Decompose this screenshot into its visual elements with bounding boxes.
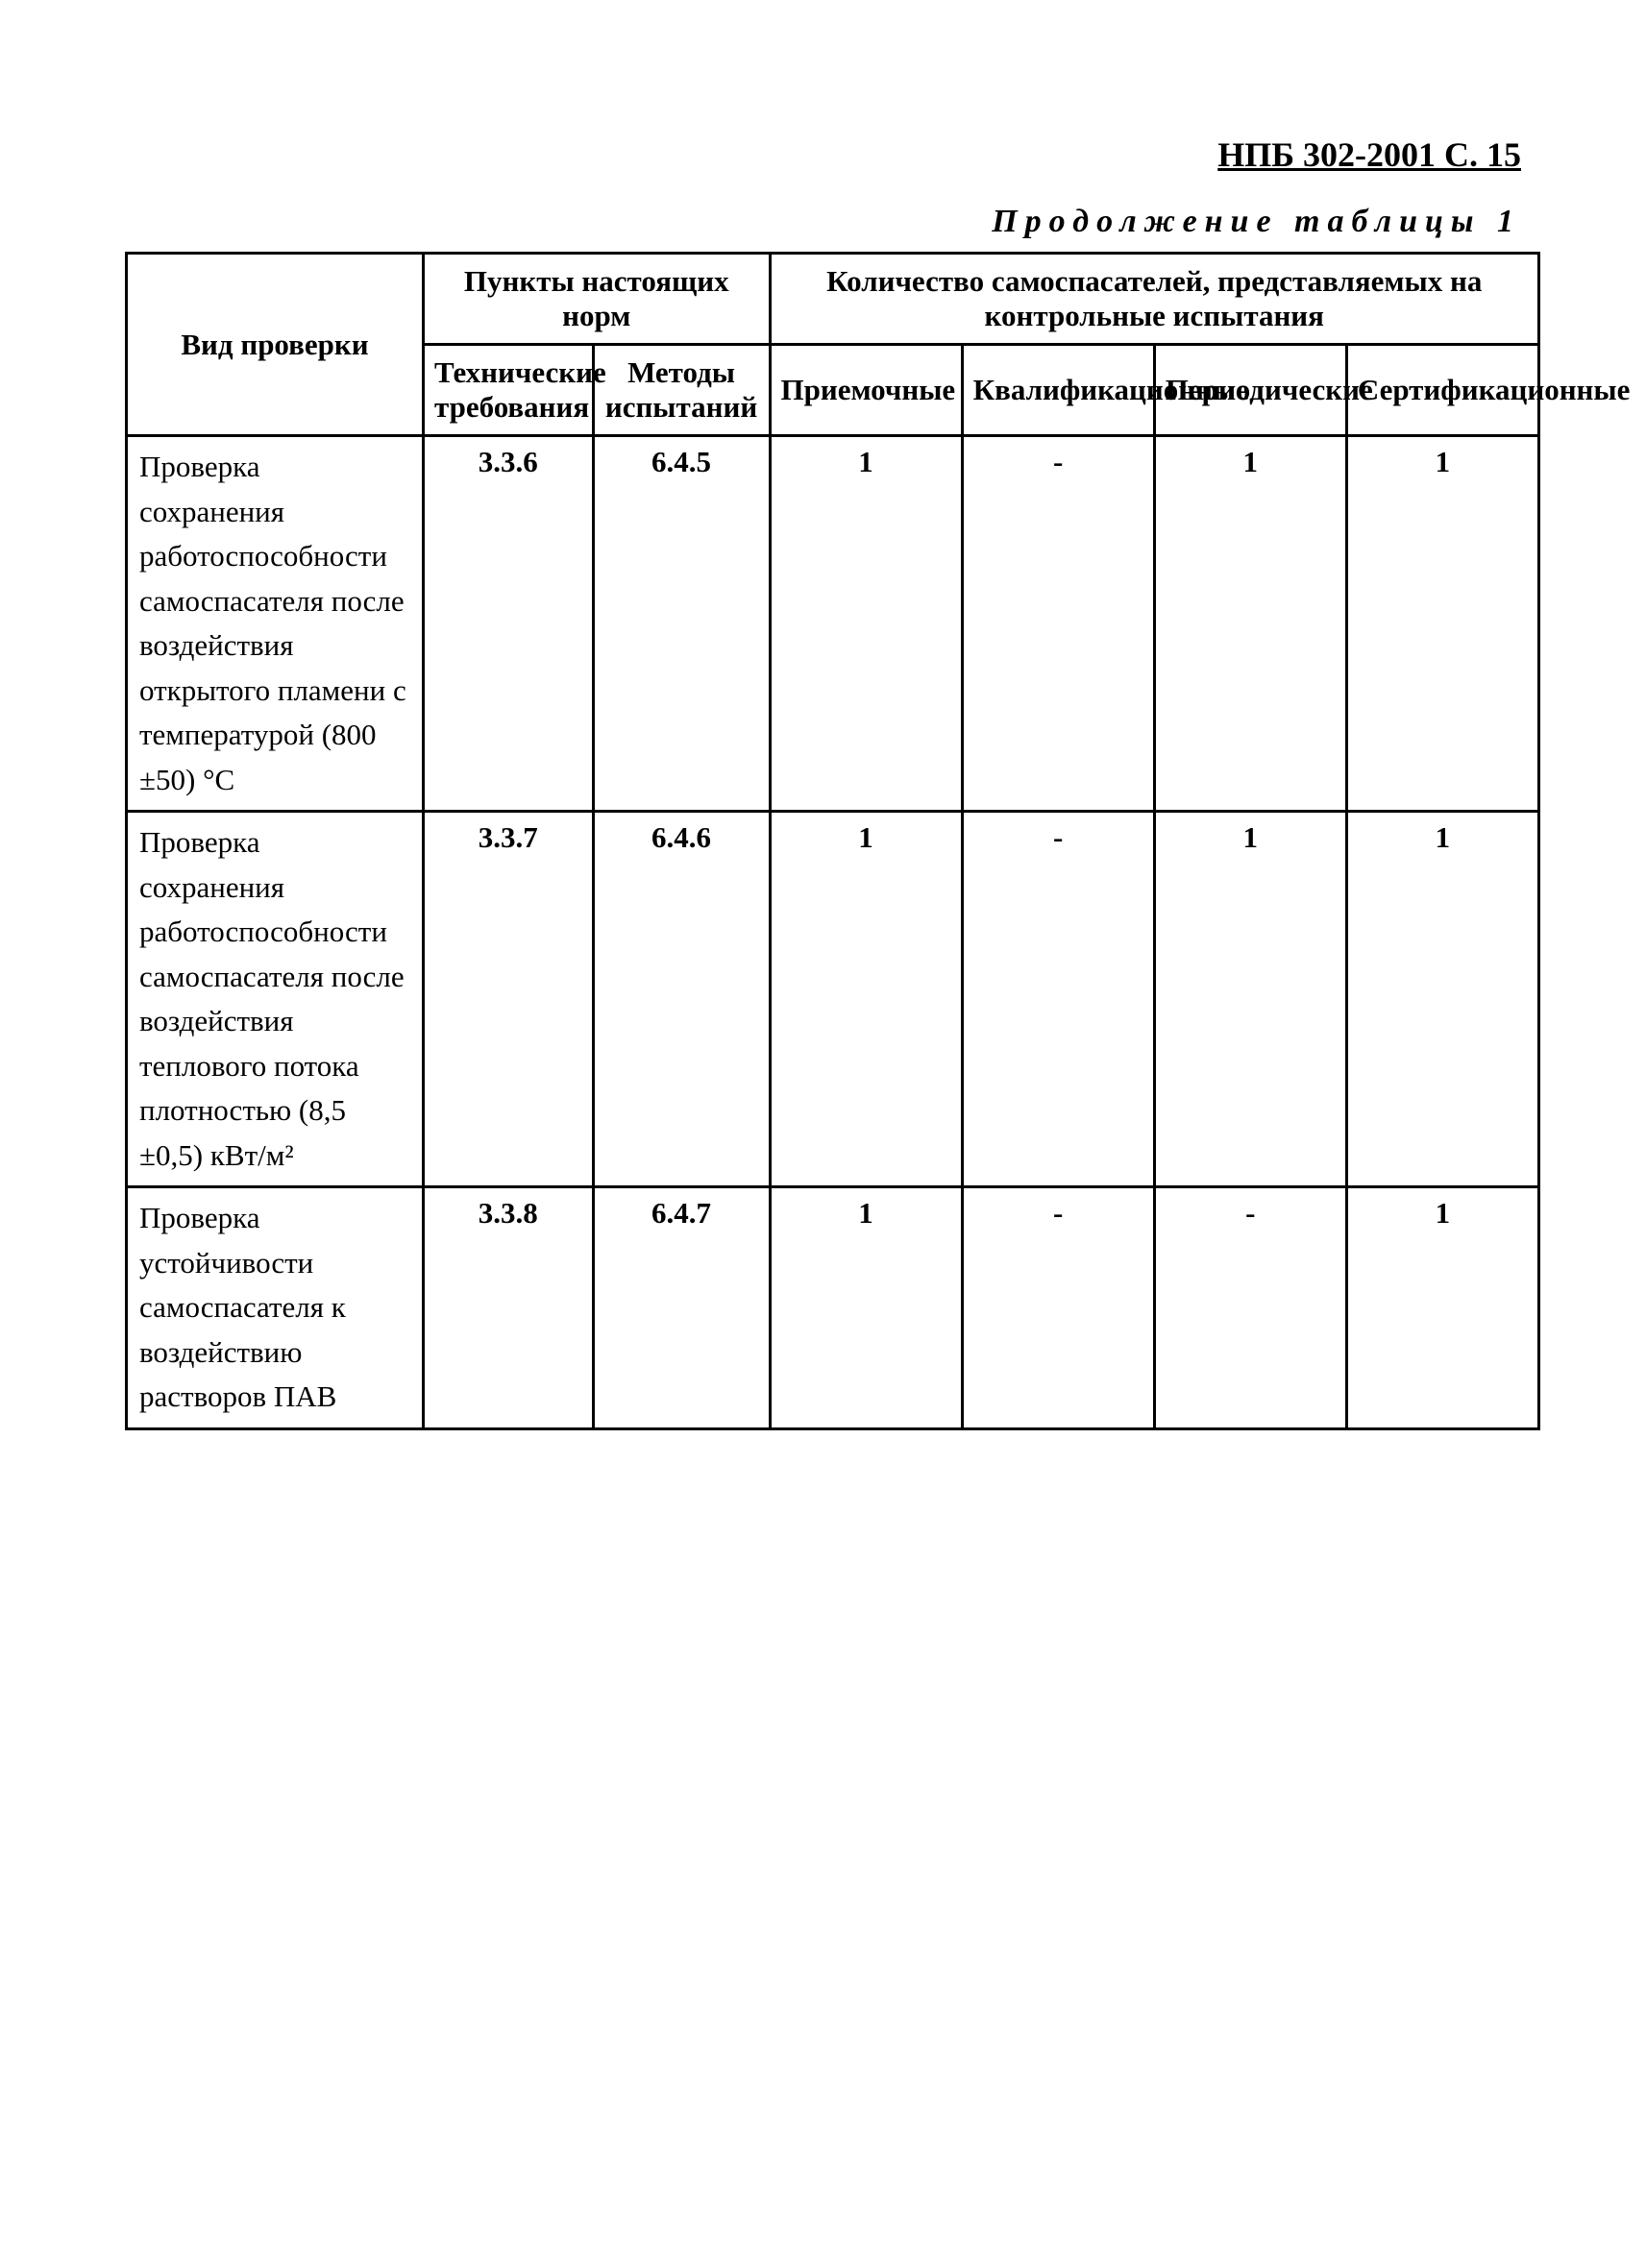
- page-header: НПБ 302-2001 С. 15: [125, 134, 1540, 175]
- cell-period: 1: [1154, 436, 1346, 812]
- cell-method: 6.4.6: [593, 812, 770, 1187]
- standards-table: Вид проверки Пункты настоящих норм Колич…: [125, 252, 1540, 1430]
- cell-kvalif: -: [962, 1187, 1154, 1429]
- cell-desc: Проверка устойчивости самоспасателя к во…: [127, 1187, 424, 1429]
- table-header-row-1: Вид проверки Пункты настоящих норм Колич…: [127, 254, 1539, 345]
- cell-kvalif: -: [962, 812, 1154, 1187]
- cell-desc: Проверка сохранения работоспособности са…: [127, 812, 424, 1187]
- cell-method: 6.4.7: [593, 1187, 770, 1429]
- table-row: Проверка сохранения работоспособности са…: [127, 436, 1539, 812]
- cell-priem: 1: [770, 436, 962, 812]
- cell-desc: Проверка сохранения работоспособности са…: [127, 436, 424, 812]
- col-header-method: Методы испытаний: [593, 345, 770, 436]
- cell-period: -: [1154, 1187, 1346, 1429]
- col-header-period: Периодические: [1154, 345, 1346, 436]
- col-header-tests-group: Количество самоспасателей, представляемы…: [770, 254, 1539, 345]
- col-header-norms-group: Пункты настоящих норм: [424, 254, 771, 345]
- table-row: Проверка устойчивости самоспасателя к во…: [127, 1187, 1539, 1429]
- table-body: Проверка сохранения работоспособности са…: [127, 436, 1539, 1429]
- col-header-sertif: Сертификационные: [1346, 345, 1538, 436]
- cell-tech: 3.3.7: [424, 812, 594, 1187]
- cell-kvalif: -: [962, 436, 1154, 812]
- table-row: Проверка сохранения работоспособности са…: [127, 812, 1539, 1187]
- table-caption: Продолжение таблицы 1: [125, 204, 1540, 240]
- cell-tech: 3.3.8: [424, 1187, 594, 1429]
- cell-sertif: 1: [1346, 436, 1538, 812]
- col-header-kvalif: Квалификационные: [962, 345, 1154, 436]
- col-header-vid: Вид проверки: [127, 254, 424, 436]
- cell-priem: 1: [770, 812, 962, 1187]
- cell-sertif: 1: [1346, 1187, 1538, 1429]
- cell-period: 1: [1154, 812, 1346, 1187]
- col-header-tech: Технические требования: [424, 345, 594, 436]
- cell-method: 6.4.5: [593, 436, 770, 812]
- cell-priem: 1: [770, 1187, 962, 1429]
- col-header-priem: Приемочные: [770, 345, 962, 436]
- cell-tech: 3.3.6: [424, 436, 594, 812]
- cell-sertif: 1: [1346, 812, 1538, 1187]
